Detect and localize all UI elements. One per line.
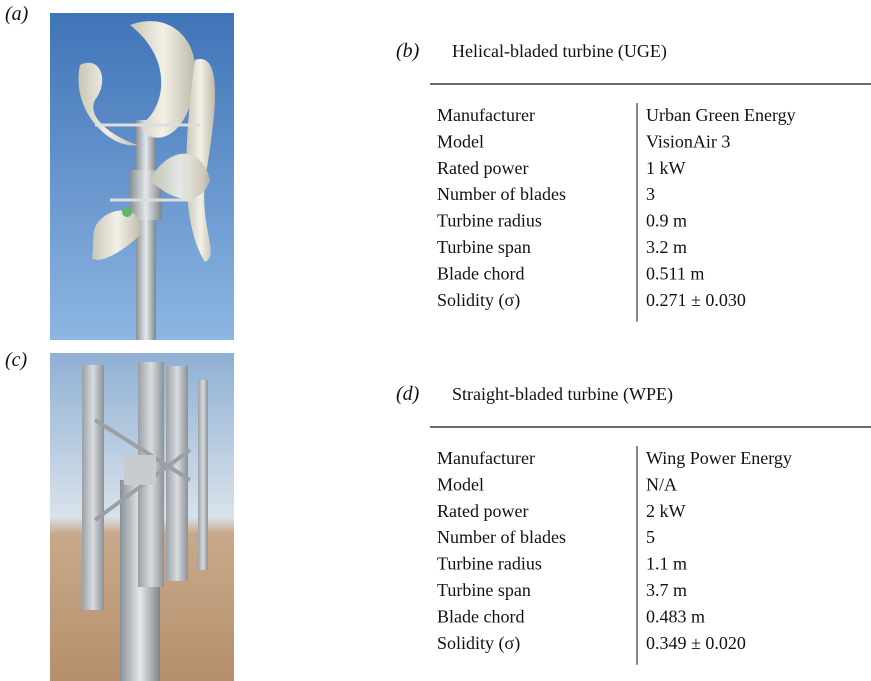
row-value: 0.9 m (646, 211, 687, 231)
row-label: Model (437, 474, 484, 494)
row-label: Blade chord (437, 606, 524, 626)
row-label: Rated power (437, 501, 528, 521)
panel-label: (c) (5, 349, 28, 371)
row-value: 5 (646, 527, 655, 547)
row-value: 3.7 m (646, 580, 687, 600)
panel-label: (a) (5, 3, 29, 25)
row-label: Turbine radius (437, 211, 542, 231)
row-label: Number of blades (437, 184, 566, 204)
row-value: 1 kW (646, 158, 686, 178)
row-value: 1.1 m (646, 554, 687, 574)
row-label: Number of blades (437, 527, 566, 547)
row-label: Turbine span (437, 237, 531, 257)
row-value: N/A (646, 474, 677, 494)
row-value: 0.271 ± 0.030 (646, 290, 746, 310)
row-label: Rated power (437, 158, 528, 178)
table-title: Straight-bladed turbine (WPE) (452, 384, 673, 405)
row-value: 3.2 m (646, 237, 687, 257)
panel-label: (d) (396, 383, 420, 405)
row-value: Wing Power Energy (646, 448, 792, 468)
row-value: 0.511 m (646, 263, 704, 283)
row-label: Model (437, 131, 484, 151)
photo-straight-turbine (50, 353, 234, 681)
row-value: 2 kW (646, 501, 686, 521)
row-label: Turbine span (437, 580, 531, 600)
row-label: Turbine radius (437, 554, 542, 574)
row-value: 0.349 ± 0.020 (646, 633, 746, 653)
row-value: VisionAir 3 (646, 131, 730, 151)
row-label: Manufacturer (437, 448, 535, 468)
panel-label: (b) (396, 40, 420, 62)
row-label: Solidity (σ) (437, 633, 520, 654)
row-label: Manufacturer (437, 105, 535, 125)
table-title: Helical-bladed turbine (UGE) (452, 41, 667, 62)
row-value: 0.483 m (646, 606, 705, 626)
row-value: 3 (646, 184, 655, 204)
row-label: Solidity (σ) (437, 290, 520, 311)
row-label: Blade chord (437, 263, 524, 283)
photo-helical-turbine (50, 13, 234, 340)
row-value: Urban Green Energy (646, 105, 796, 125)
